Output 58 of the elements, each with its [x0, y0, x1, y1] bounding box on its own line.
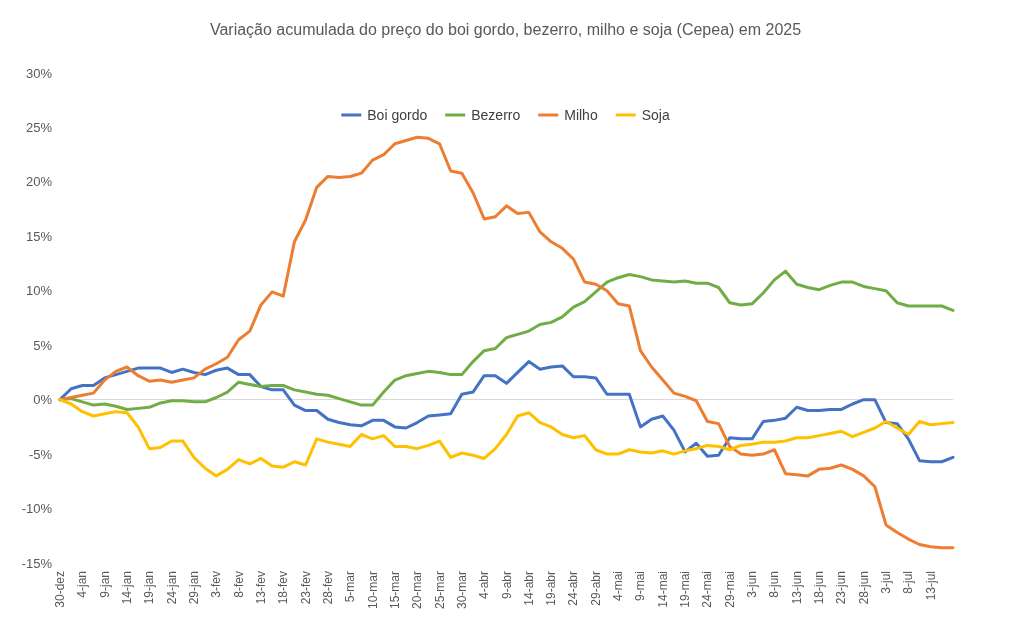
x-tick-label: 24-abr [566, 571, 581, 606]
line-series [58, 360, 955, 464]
y-tick-label: 20% [25, 174, 53, 190]
y-tick-label: 30% [25, 65, 53, 81]
y-tick-label: 15% [25, 228, 53, 244]
line-series [58, 398, 955, 478]
x-tick-label: 14-jan [119, 571, 134, 605]
y-tick-label: 0% [33, 392, 53, 408]
line-series [58, 135, 955, 550]
chart-title: Variação acumulada do preço do boi gordo, bezerro, milho e soja (Cepea) em 2025 [209, 20, 802, 38]
x-tick-label: 14-abr [521, 571, 536, 606]
x-tick-label: 19-jan [142, 571, 157, 605]
x-tick-label: 8-jun [767, 571, 782, 598]
x-tick-label: 29-abr [588, 571, 603, 606]
x-tick-label: 4-jan [75, 571, 90, 598]
x-tick-label: 13-fev [253, 571, 268, 605]
y-tick-label: 5% [33, 337, 53, 353]
legend-label: Bezerro [471, 107, 521, 123]
x-tick-label: 28-jun [856, 571, 871, 605]
x-tick-label: 23-fev [298, 571, 313, 605]
x-tick-label: 23-jun [834, 571, 849, 605]
x-tick-label: 24-mai [700, 571, 715, 608]
legend-label: Boi gordo [367, 107, 428, 123]
x-tick-label: 5-mar [343, 571, 358, 603]
x-tick-label: 24-jan [164, 571, 179, 605]
x-tick-label: 19-mai [678, 571, 693, 608]
y-tick-label: -5% [28, 446, 53, 462]
x-tick-label: 3-jul [879, 571, 894, 594]
legend-label: Milho [564, 107, 598, 123]
x-tick-label: 14-mai [655, 571, 670, 608]
x-tick-label: 13-jul [923, 571, 938, 601]
x-tick-label: 18-jun [812, 571, 827, 605]
x-tick-label: 4-mai [611, 571, 626, 602]
x-tick-label: 4-abr [477, 571, 492, 600]
x-tick-label: 13-jun [789, 571, 804, 605]
x-tick-label: 8-jul [901, 571, 916, 594]
y-tick-label: -10% [21, 501, 53, 517]
x-tick-label: 19-abr [544, 571, 559, 606]
x-tick-label: 3-fev [209, 571, 224, 598]
x-tick-label: 30-mar [454, 571, 469, 610]
y-tick-label: 25% [25, 119, 53, 135]
legend-label: Soja [641, 107, 670, 123]
x-tick-label: 30-dez [53, 571, 67, 608]
x-tick-label: 9-abr [499, 571, 514, 600]
x-tick-label: 29-mai [722, 571, 737, 608]
x-tick-label: 28-fev [320, 571, 335, 605]
x-tick-label: 25-mar [432, 571, 447, 610]
x-tick-label: 9-jan [97, 571, 112, 598]
x-tick-label: 18-fev [276, 571, 291, 605]
x-tick-label: 10-mar [365, 571, 380, 610]
x-tick-label: 20-mar [410, 571, 425, 610]
y-tick-label: 10% [25, 283, 53, 299]
x-tick-label: 9-mai [633, 571, 648, 602]
x-tick-label: 3-jun [745, 571, 760, 598]
x-tick-label: 29-jan [186, 571, 201, 605]
x-tick-label: 8-fev [231, 571, 246, 598]
x-tick-label: 15-mar [387, 571, 402, 610]
y-tick-label: -15% [21, 555, 53, 571]
